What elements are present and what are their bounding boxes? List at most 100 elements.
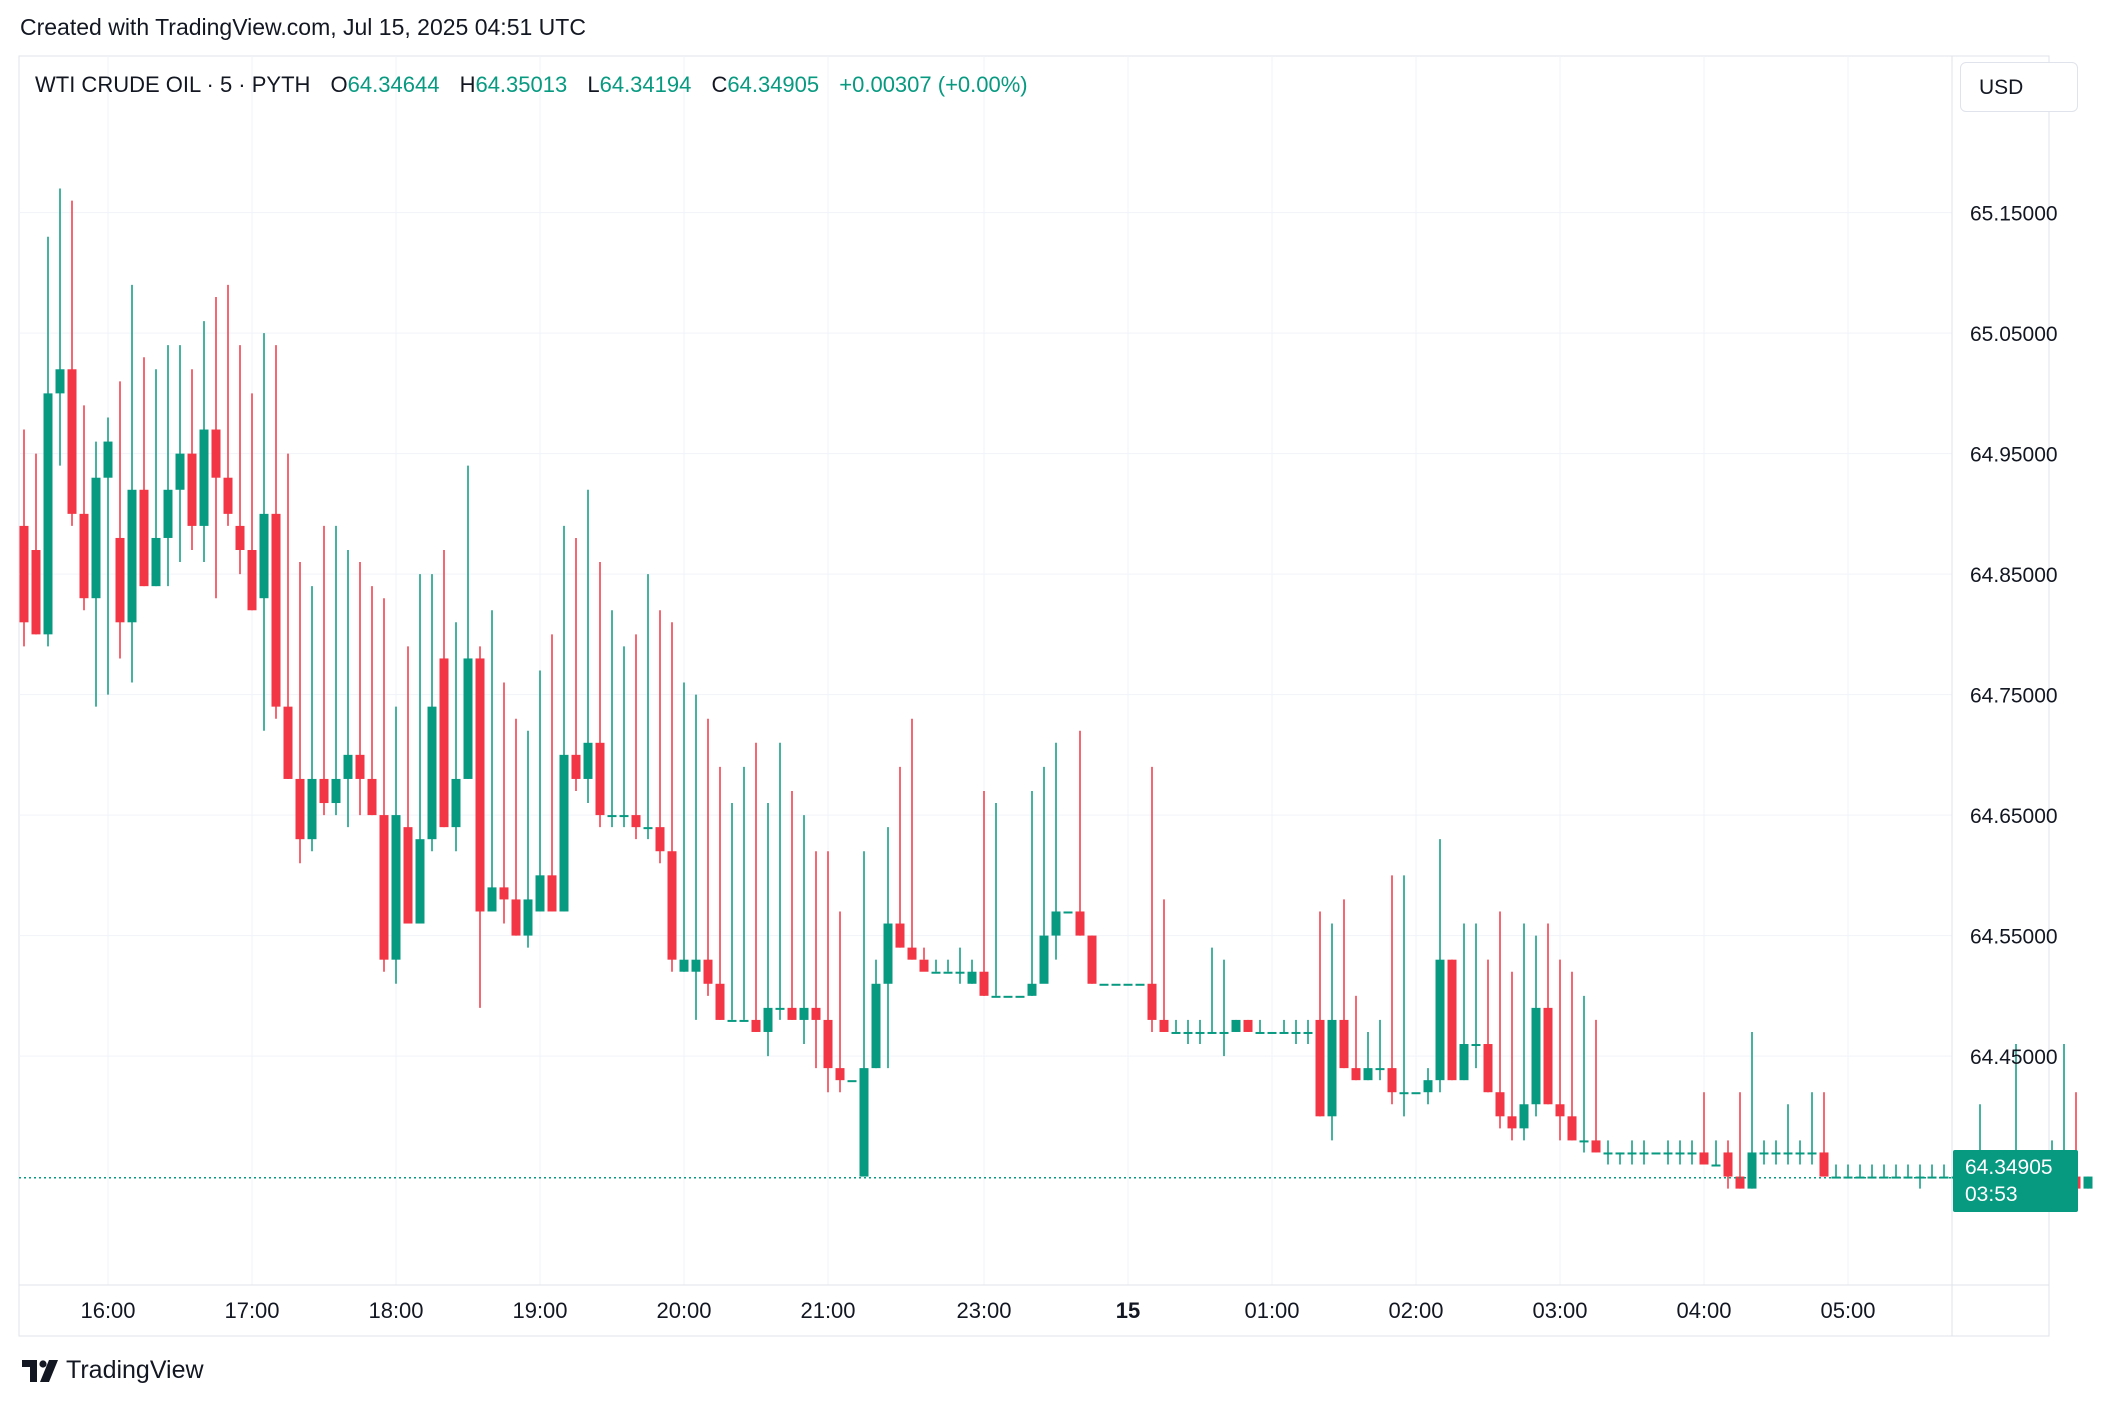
- candle: [343, 550, 353, 828]
- candle: [1135, 983, 1145, 986]
- candle: [31, 453, 41, 635]
- candle: [475, 646, 485, 1008]
- candle: [1699, 1092, 1709, 1165]
- candle: [1123, 983, 1133, 986]
- candle-body: [379, 815, 389, 960]
- candle: [139, 357, 149, 587]
- candle-body: [1291, 1031, 1301, 1034]
- candle-body: [1603, 1152, 1613, 1155]
- candle-body: [163, 489, 173, 538]
- candle: [1039, 766, 1049, 984]
- candle: [1075, 730, 1085, 936]
- candle-body: [1843, 1176, 1853, 1179]
- candle-body: [1483, 1044, 1493, 1093]
- legend-low-value: 64.34194: [600, 72, 692, 97]
- candle: [1627, 1140, 1637, 1165]
- candle-body: [1435, 959, 1445, 1081]
- candle-body: [715, 983, 725, 1020]
- candle: [1687, 1140, 1697, 1165]
- candle: [1855, 1164, 1865, 1179]
- candle: [1579, 995, 1589, 1153]
- y-tick-label: 64.55000: [1970, 926, 2058, 949]
- candle-body: [535, 875, 545, 912]
- candle: [679, 682, 689, 972]
- candle: [907, 718, 917, 960]
- candle: [487, 610, 497, 912]
- candle: [1447, 959, 1457, 1081]
- legend-close-value: 64.34905: [727, 72, 819, 97]
- candle: [1255, 1019, 1265, 1034]
- candle: [1615, 1152, 1625, 1165]
- candle-body: [1567, 1116, 1577, 1141]
- currency-button[interactable]: USD: [1960, 62, 2078, 112]
- candle: [955, 947, 965, 984]
- candle: [127, 284, 137, 683]
- candle: [667, 622, 677, 972]
- candle-body: [1627, 1152, 1637, 1155]
- tradingview-brand: TradingView: [66, 1356, 204, 1384]
- candle: [799, 815, 809, 1045]
- candle-body: [1195, 1031, 1205, 1034]
- candle: [1363, 1031, 1373, 1081]
- candle-body: [835, 1068, 845, 1081]
- candle: [1207, 947, 1217, 1034]
- candle-body: [223, 477, 233, 514]
- candle-body: [1279, 1031, 1289, 1034]
- candle-body: [1123, 983, 1133, 986]
- candle-body: [1099, 983, 1109, 986]
- candle: [79, 405, 89, 611]
- y-tick-label: 64.45000: [1970, 1046, 2058, 1069]
- candle-body: [67, 369, 77, 514]
- candle: [1435, 839, 1445, 1093]
- candle: [1867, 1164, 1877, 1179]
- legend-open-value: 64.34644: [348, 72, 440, 97]
- candle: [1651, 1152, 1661, 1155]
- candle: [1591, 1019, 1601, 1153]
- candle: [439, 550, 449, 828]
- candle: [523, 730, 533, 948]
- candle-body: [187, 453, 197, 526]
- candle-body: [1027, 983, 1037, 996]
- candle-body: [1807, 1152, 1817, 1155]
- candle: [19, 429, 29, 647]
- tradingview-logo[interactable]: TradingView: [22, 1356, 204, 1385]
- candle-body: [1675, 1152, 1685, 1155]
- candle-body: [1207, 1031, 1217, 1034]
- candle: [739, 766, 749, 1022]
- candle: [511, 718, 521, 936]
- candle: [1459, 923, 1469, 1081]
- candle-body: [1819, 1152, 1829, 1177]
- candle-body: [499, 887, 509, 900]
- candle-body: [1531, 1007, 1541, 1105]
- legend-symbol: WTI CRUDE OIL · 5 · PYTH: [35, 72, 310, 97]
- candle-body: [1003, 995, 1013, 998]
- candle: [1807, 1092, 1817, 1165]
- candle: [1567, 971, 1577, 1141]
- candle-body: [1663, 1152, 1673, 1155]
- candle-body: [1375, 1068, 1385, 1071]
- candle: [1015, 995, 1025, 998]
- candle: [355, 562, 365, 816]
- candle-body: [1159, 1019, 1169, 1032]
- time-axis[interactable]: 16:00 17:00 18:00 19:00 20:00 21:00 23:00 15 01:…: [80, 1298, 1875, 1323]
- candle-body: [1447, 959, 1457, 1081]
- candle-body: [1903, 1176, 1913, 1179]
- candle-body: [1639, 1152, 1649, 1155]
- candle-body: [43, 393, 53, 635]
- candle-body: [1351, 1068, 1361, 1081]
- candle: [1339, 899, 1349, 1069]
- candle-body: [871, 983, 881, 1069]
- candle: [1495, 911, 1505, 1129]
- candle: [823, 851, 833, 1093]
- candle-body: [595, 742, 605, 816]
- candle-body: [1387, 1068, 1397, 1093]
- candle-body: [1255, 1031, 1265, 1034]
- candle-body: [391, 815, 401, 960]
- price-axis[interactable]: 65.15000 65.05000 64.95000 64.85000 64.75000…: [1970, 203, 2058, 1069]
- chart-frame: [18, 55, 2050, 1337]
- candle: [931, 959, 941, 974]
- candle-body: [91, 477, 101, 599]
- candle: [571, 537, 581, 791]
- candle: [1507, 971, 1517, 1141]
